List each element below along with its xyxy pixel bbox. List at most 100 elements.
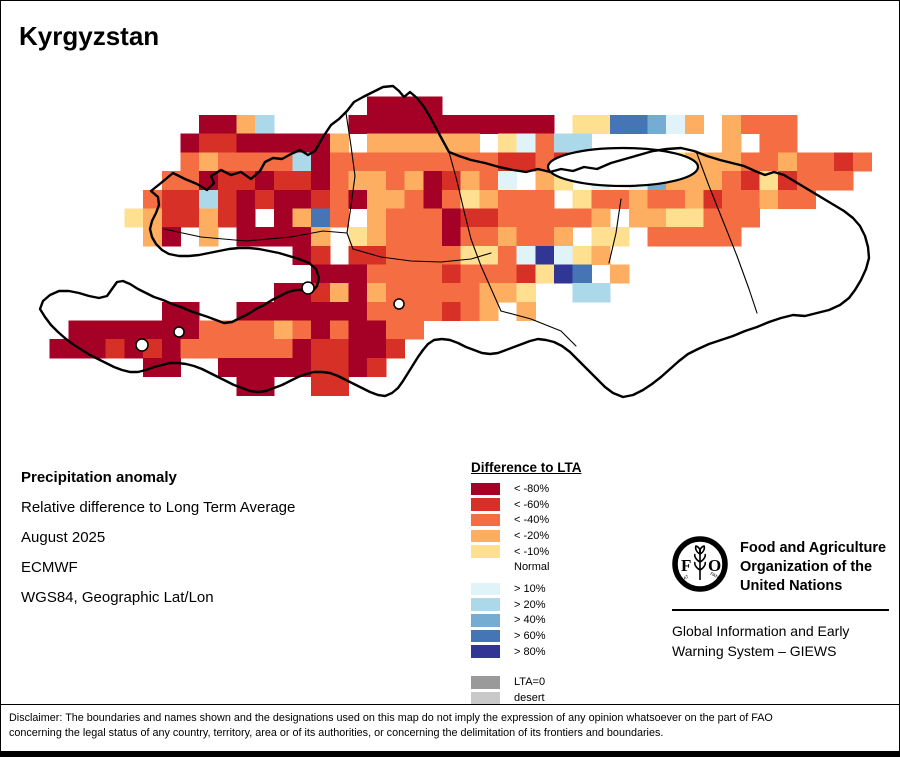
raster-cell bbox=[367, 115, 387, 135]
raster-cell bbox=[255, 357, 275, 378]
legend-label: < -80% bbox=[514, 482, 550, 495]
raster-cell bbox=[329, 320, 350, 340]
raster-cell bbox=[217, 339, 237, 359]
raster-cell bbox=[647, 208, 667, 228]
raster-cell bbox=[199, 339, 219, 359]
legend-label: < -10% bbox=[514, 545, 550, 558]
giews-name: Global Information and Early Warning Sys… bbox=[672, 621, 892, 661]
raster-cell bbox=[329, 357, 350, 378]
raster-cell bbox=[460, 264, 480, 284]
raster-cell bbox=[161, 339, 181, 359]
raster-cell bbox=[329, 376, 350, 396]
raster-cell bbox=[722, 208, 742, 228]
raster-cell bbox=[778, 152, 798, 172]
raster-cell bbox=[348, 227, 368, 247]
raster-cell bbox=[236, 227, 256, 247]
raster-cell bbox=[385, 227, 406, 247]
raster-cell bbox=[292, 245, 312, 265]
raster-cell bbox=[311, 376, 331, 396]
info-projection: WGS84, Geographic Lat/Lon bbox=[21, 589, 214, 606]
raster-cell bbox=[292, 301, 312, 321]
raster-cell bbox=[255, 320, 275, 340]
raster-cell bbox=[199, 115, 219, 135]
raster-cell bbox=[479, 189, 499, 209]
raster-cell bbox=[778, 133, 798, 153]
raster-cell bbox=[554, 227, 574, 247]
raster-cell bbox=[367, 283, 387, 303]
raster-cell bbox=[367, 339, 387, 359]
raster-cell bbox=[740, 115, 760, 135]
raster-cell bbox=[572, 208, 592, 228]
raster-cell bbox=[516, 227, 536, 247]
raster-cell bbox=[217, 171, 237, 191]
raster-cell bbox=[591, 115, 611, 135]
raster-cell bbox=[385, 320, 406, 340]
raster-cell bbox=[105, 339, 125, 359]
raster-cell bbox=[87, 320, 107, 340]
legend-item--20-: < -20% bbox=[471, 528, 582, 544]
raster-cell bbox=[199, 227, 219, 247]
raster-cell bbox=[815, 171, 835, 191]
map-info-block: Precipitation anomaly Relative differenc… bbox=[21, 463, 295, 613]
raster-cell bbox=[180, 208, 200, 228]
raster-cell bbox=[423, 245, 443, 265]
legend-label: < -60% bbox=[514, 498, 550, 511]
raster-cell bbox=[740, 208, 760, 228]
raster-cell bbox=[199, 320, 219, 340]
raster-cell bbox=[236, 320, 256, 340]
raster-cell bbox=[329, 152, 350, 172]
raster-cell bbox=[535, 171, 555, 191]
raster-cell bbox=[311, 245, 331, 265]
raster-cell bbox=[385, 208, 406, 228]
raster-cell bbox=[759, 115, 779, 135]
raster-cell bbox=[516, 283, 536, 303]
raster-cell bbox=[423, 208, 443, 228]
raster-cell bbox=[740, 171, 760, 191]
raster-cell bbox=[404, 133, 424, 153]
raster-cell bbox=[423, 264, 443, 284]
raster-cell bbox=[498, 264, 518, 284]
raster-cell bbox=[703, 208, 723, 228]
raster-cell bbox=[292, 339, 312, 359]
raster-cell bbox=[236, 171, 256, 191]
raster-cell bbox=[348, 264, 368, 284]
raster-cell bbox=[404, 320, 424, 340]
kyrgyzstan-map bbox=[38, 84, 873, 399]
raster-cell bbox=[703, 227, 723, 247]
raster-cell bbox=[554, 133, 574, 153]
raster-cell bbox=[236, 357, 256, 378]
raster-cell bbox=[143, 320, 163, 340]
legend-item--60-: < -60% bbox=[471, 497, 582, 513]
legend-rows: < -80% < -60% < -40% < -20% < -10% Normal > 10… bbox=[471, 481, 582, 706]
raster-cell bbox=[404, 208, 424, 228]
raster-cell bbox=[404, 283, 424, 303]
legend-item-normal: Normal bbox=[471, 559, 582, 575]
raster-cell bbox=[348, 171, 368, 191]
raster-cell bbox=[740, 189, 760, 209]
info-subtitle: Relative difference to Long Term Average bbox=[21, 499, 296, 516]
raster-cell bbox=[647, 227, 667, 247]
raster-cell bbox=[666, 208, 686, 228]
raster-cell bbox=[516, 245, 536, 265]
legend-label: < -20% bbox=[514, 529, 550, 542]
legend-swatch bbox=[471, 529, 500, 543]
legend-swatch bbox=[471, 545, 500, 558]
raster-cell bbox=[442, 264, 462, 284]
raster-cell bbox=[498, 283, 518, 303]
raster-cell bbox=[778, 189, 798, 209]
raster-cell bbox=[367, 133, 387, 153]
raster-cell bbox=[442, 227, 462, 247]
giews-line1: Global Information and Early bbox=[672, 623, 850, 639]
raster-cell bbox=[442, 189, 462, 209]
raster-cell bbox=[759, 133, 779, 153]
raster-cell bbox=[217, 208, 237, 228]
raster-cell bbox=[722, 189, 742, 209]
raster-cell bbox=[516, 208, 536, 228]
raster-cell bbox=[348, 320, 368, 340]
fao-motto-left: FIAT bbox=[679, 574, 690, 583]
raster-cell bbox=[385, 339, 406, 359]
raster-cell bbox=[423, 227, 443, 247]
raster-cell bbox=[684, 189, 704, 209]
fao-name-line3: United Nations bbox=[740, 578, 843, 594]
